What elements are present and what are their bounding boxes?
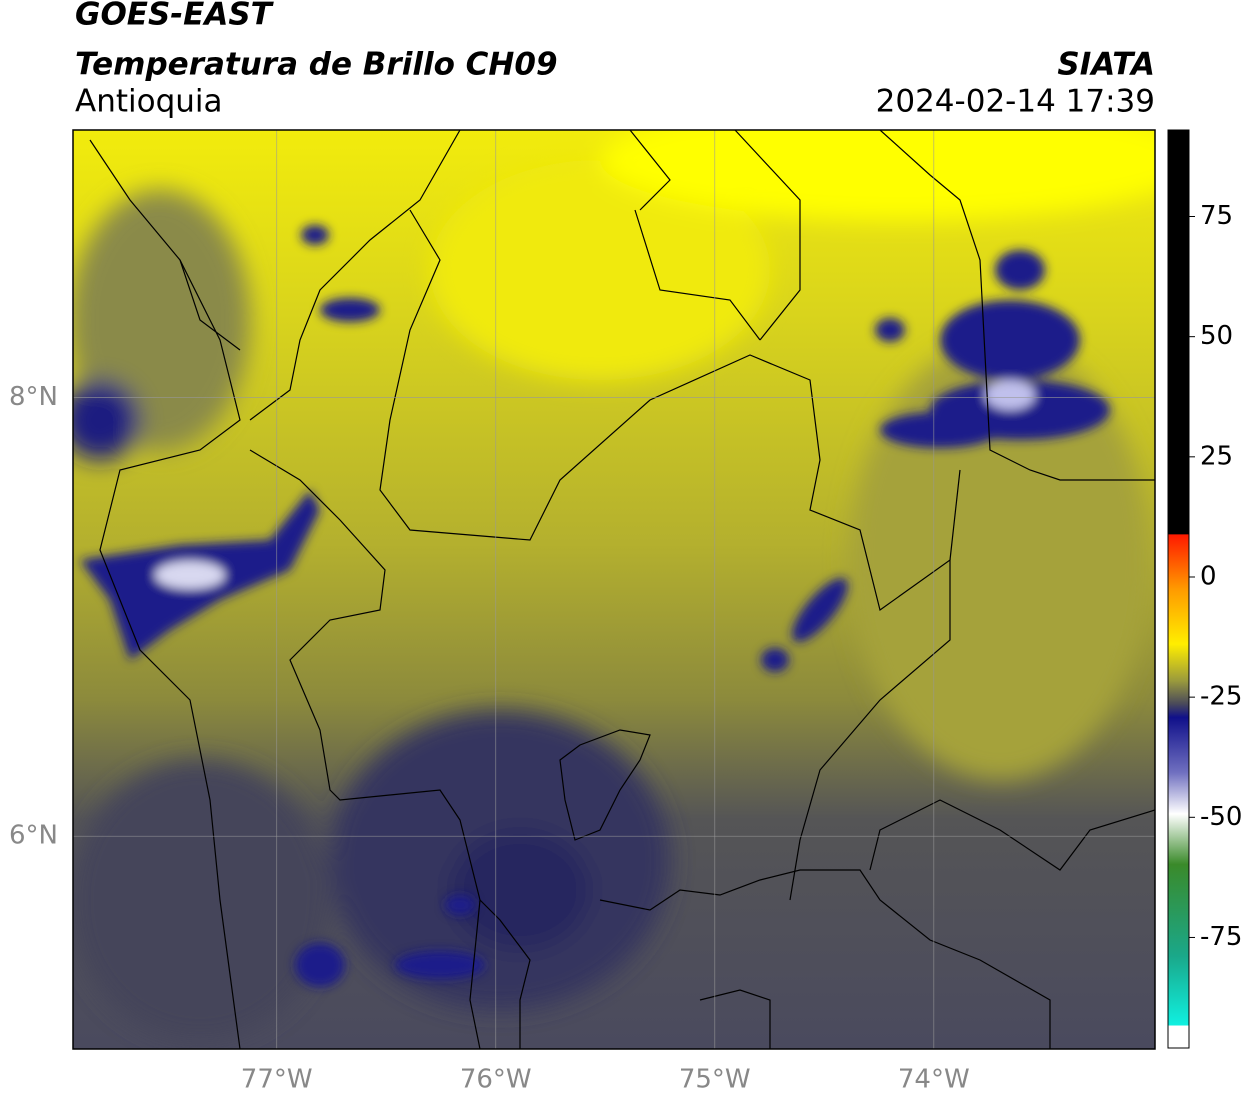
colorbar-tick-label: -50 bbox=[1200, 802, 1242, 832]
graticule bbox=[73, 130, 1155, 1049]
colorbar bbox=[1167, 129, 1190, 1049]
title: GOES-EAST bbox=[75, 0, 275, 33]
lon-tick-label: 77°W bbox=[241, 1065, 313, 1095]
colorbar-tick-label: -25 bbox=[1200, 682, 1242, 712]
lon-tick-label: 74°W bbox=[898, 1065, 970, 1095]
region: Antioquia bbox=[75, 84, 223, 120]
colorbar-tick-label: 75 bbox=[1200, 201, 1233, 231]
map-frame bbox=[72, 129, 1156, 1050]
colorbar-tick-label: 50 bbox=[1200, 321, 1233, 351]
subtitle: Temperatura de Brillo CH09 bbox=[75, 47, 558, 83]
satellite-image bbox=[73, 130, 1155, 1049]
timestamp: 2024-02-14 17:39 bbox=[876, 84, 1155, 120]
lon-tick-label: 76°W bbox=[460, 1065, 532, 1095]
source: SIATA bbox=[1057, 47, 1155, 83]
lat-tick-label: 6°N bbox=[9, 821, 58, 851]
lat-tick-label: 8°N bbox=[9, 382, 58, 412]
colorbar-tick-label: 25 bbox=[1200, 441, 1233, 471]
lon-tick-label: 75°W bbox=[679, 1065, 751, 1095]
colorbar-tick-label: 0 bbox=[1200, 561, 1217, 591]
colorbar-tick-label: -75 bbox=[1200, 922, 1242, 952]
